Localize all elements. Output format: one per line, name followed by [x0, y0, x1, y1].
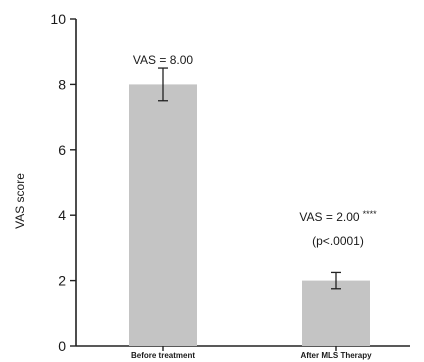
annotation-text: (p<.0001)	[312, 234, 364, 248]
y-tick-label: 0	[58, 338, 66, 354]
bar-1	[129, 84, 197, 347]
y-tick-label: 6	[58, 142, 66, 158]
significance-stars: ****	[363, 209, 378, 219]
annotation-text: VAS = 8.00	[133, 53, 193, 67]
y-tick-label: 4	[58, 207, 66, 223]
y-tick-label: 10	[50, 11, 66, 27]
y-tick-label: 2	[58, 273, 66, 289]
plot-area: 0 2 4 6 8 10 Before treatment After MLS Therapy…	[50, 11, 410, 360]
x-tick-label: Before treatment	[131, 351, 195, 360]
y-tick-label: 8	[58, 76, 66, 92]
x-tick-label: After MLS Therapy	[300, 351, 372, 360]
y-axis-label: VAS score	[13, 173, 27, 229]
annotation-text: VAS = 2.00 ****	[299, 209, 377, 224]
bar-2	[302, 280, 370, 346]
